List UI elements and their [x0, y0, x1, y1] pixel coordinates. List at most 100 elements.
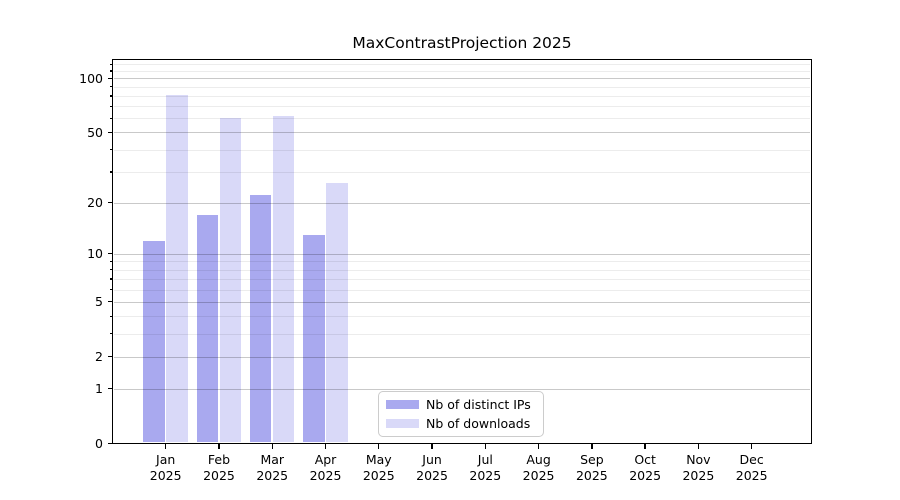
bar-distinct-ips-apr [303, 234, 325, 443]
minor-gridline [114, 279, 810, 281]
x-tick [378, 444, 380, 449]
y-minor-tick [110, 149, 113, 151]
y-tick [107, 131, 113, 134]
legend-swatch-distinct-ips-icon [386, 400, 419, 409]
x-tick-label-year: 2025 [309, 467, 342, 483]
minor-gridline [114, 316, 810, 318]
x-tick-label-year: 2025 [469, 467, 502, 483]
bar-distinct-ips-jan [143, 240, 165, 443]
y-minor-tick [110, 333, 113, 335]
x-tick-label-year: 2025 [522, 467, 555, 483]
y-tick [107, 388, 113, 390]
x-tick-label-month: Oct [634, 452, 656, 467]
x-tick-label-month: May [365, 452, 392, 467]
x-tick [271, 444, 273, 449]
x-tick-label-year: 2025 [256, 467, 289, 483]
x-tick-label: Sep 2025 [560, 452, 624, 483]
legend: Nb of distinct IPs Nb of downloads [378, 391, 544, 437]
y-minor-tick [110, 105, 113, 107]
x-tick-label-year: 2025 [416, 467, 448, 483]
bar-downloads-apr [326, 182, 348, 443]
x-tick-label-month: Jun [422, 452, 442, 467]
major-gridline [114, 78, 810, 80]
x-tick-label-year: 2025 [629, 467, 662, 483]
major-gridline [114, 253, 810, 255]
y-tick [107, 202, 113, 204]
x-tick [644, 444, 646, 449]
x-tick-label: Feb 2025 [187, 452, 251, 483]
x-tick-label-month: Sep [580, 452, 604, 467]
legend-item-distinct-ips: Nb of distinct IPs [379, 396, 543, 413]
y-minor-tick [110, 269, 113, 271]
minor-gridline [114, 64, 810, 66]
x-tick [751, 444, 753, 449]
y-minor-tick [110, 260, 113, 262]
minor-gridline [114, 333, 810, 335]
major-gridline [114, 132, 810, 134]
minor-gridline [114, 171, 810, 173]
x-tick-label-year: 2025 [575, 467, 608, 483]
y-tick-label: 20 [87, 195, 103, 211]
minor-gridline [114, 289, 810, 291]
y-minor-tick [110, 86, 113, 88]
minor-gridline [114, 95, 810, 97]
major-gridline [114, 202, 810, 204]
y-tick-label: 100 [79, 70, 103, 86]
x-tick-label-month: Feb [207, 452, 231, 467]
x-tick [591, 444, 593, 449]
x-tick-label: Jul 2025 [453, 452, 517, 483]
x-tick-label-year: 2025 [362, 467, 395, 483]
minor-gridline [114, 261, 810, 263]
x-tick-label-year: 2025 [149, 467, 182, 483]
y-minor-tick [110, 70, 113, 72]
y-minor-tick [110, 171, 113, 173]
y-tick-label: 0 [95, 436, 103, 451]
chart-title: MaxContrastProjection 2025 [352, 34, 572, 52]
x-tick-label: Jan 2025 [134, 452, 198, 483]
legend-item-downloads: Nb of downloads [379, 415, 543, 432]
x-tick-label-year: 2025 [203, 467, 235, 483]
x-tick-label: Aug 2025 [507, 452, 571, 483]
legend-label-distinct-ips: Nb of distinct IPs [426, 397, 531, 412]
x-tick-label-month: Dec [739, 452, 764, 467]
x-tick [165, 444, 167, 449]
x-tick-label-month: Jan [156, 452, 176, 467]
y-minor-tick [110, 63, 113, 65]
y-tick-label: 10 [87, 246, 103, 262]
x-tick-label: Nov 2025 [666, 452, 730, 483]
minor-gridline [114, 86, 810, 88]
minor-gridline [114, 106, 810, 108]
minor-gridline [114, 269, 810, 271]
y-tick [107, 301, 113, 303]
y-minor-tick [110, 288, 113, 291]
y-minor-tick [110, 117, 113, 119]
bar-distinct-ips-mar [249, 195, 272, 443]
x-tick-label-year: 2025 [682, 467, 715, 483]
x-tick-label-month: Aug [526, 452, 551, 467]
x-tick-label: Jun 2025 [400, 452, 464, 483]
x-tick [537, 444, 540, 449]
y-tick-label: 2 [95, 349, 103, 365]
major-gridline [114, 388, 810, 390]
x-tick [697, 444, 700, 449]
x-tick-label-month: Mar [260, 452, 285, 467]
y-tick-label: 5 [95, 294, 103, 310]
minor-gridline [114, 118, 810, 120]
x-tick-label: May 2025 [347, 452, 411, 483]
bar-downloads-feb [219, 118, 242, 443]
x-tick [431, 444, 433, 449]
y-tick [107, 355, 113, 358]
x-tick [484, 444, 486, 449]
major-gridline [114, 301, 810, 303]
y-minor-tick [110, 278, 113, 280]
y-tick-label: 1 [95, 381, 103, 397]
x-tick-label: Oct 2025 [613, 452, 677, 483]
y-tick [107, 77, 113, 80]
x-tick-label: Apr 2025 [294, 452, 358, 483]
minor-gridline [114, 70, 810, 72]
major-gridline [114, 356, 810, 358]
x-tick-label: Mar 2025 [240, 452, 304, 483]
x-tick-label-month: Apr [314, 452, 337, 467]
x-tick-label-month: Nov [686, 452, 711, 467]
